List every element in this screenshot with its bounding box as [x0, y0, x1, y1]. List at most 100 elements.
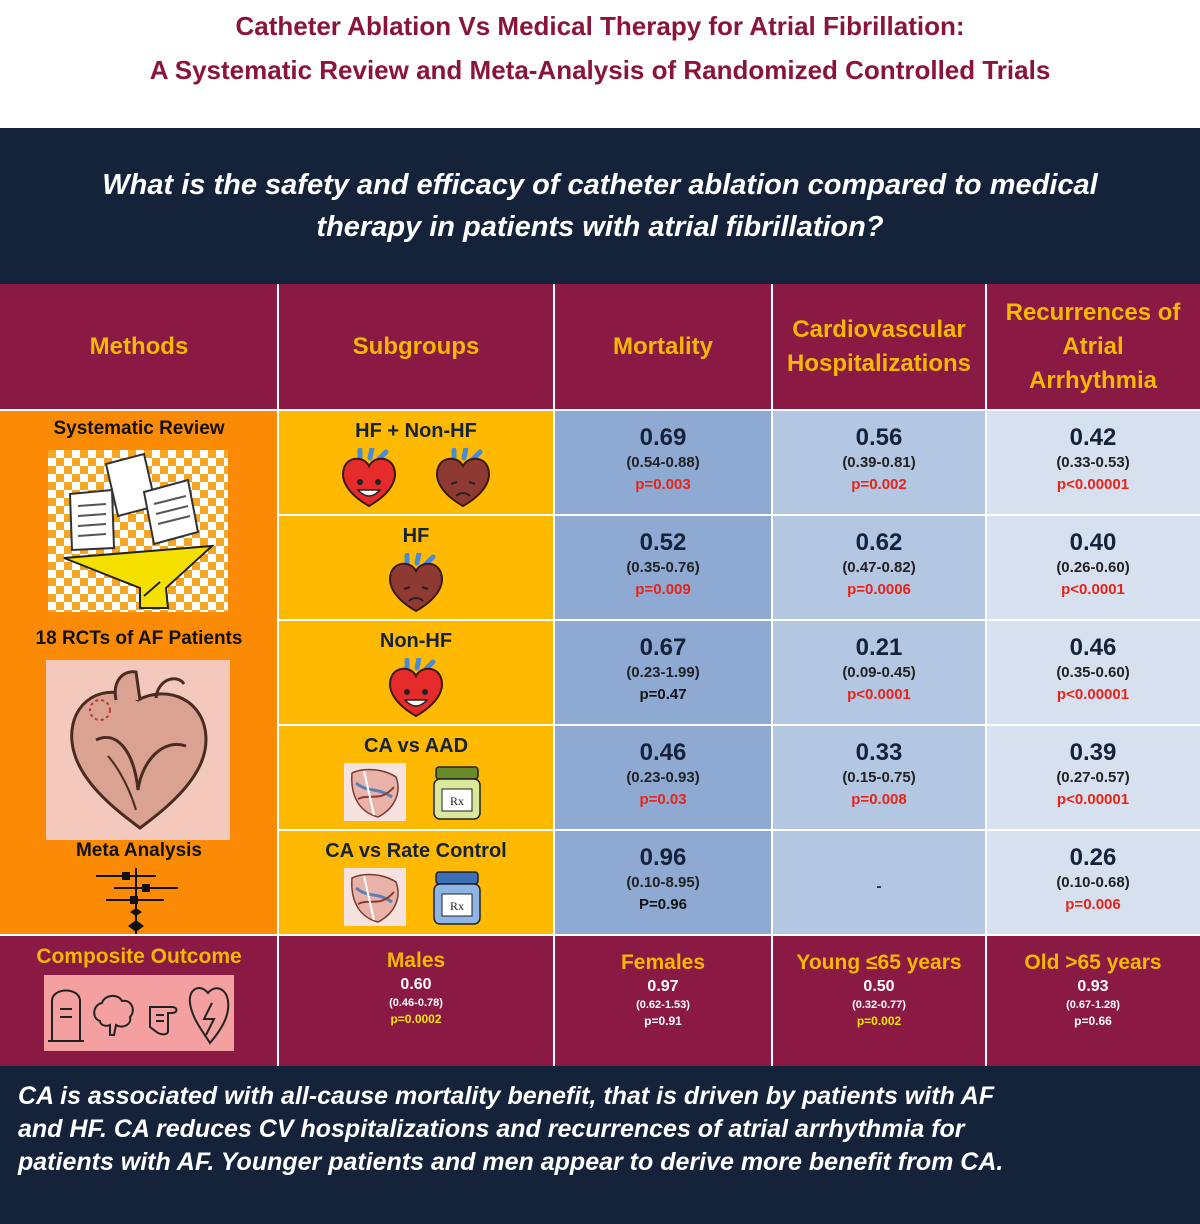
young-p: p=0.002 — [856, 1014, 902, 1028]
estimate-value: 0.62 — [855, 529, 903, 556]
subgroup-icons — [278, 448, 554, 510]
question-line-2: therapy in patients with atrial fibrilla… — [316, 211, 884, 243]
header-rec-line-3: Arrhythmia — [1028, 367, 1158, 394]
header-rec-line-1: Recurrences of — [1005, 299, 1181, 326]
header-mortality: Mortality — [554, 284, 772, 410]
p-value: p=0.003 — [635, 476, 691, 493]
cv-cell: 0.33 (0.15-0.75) p=0.008 — [772, 725, 986, 830]
p-value: p<0.00001 — [1056, 476, 1130, 493]
p-value: p=0.008 — [851, 791, 907, 808]
heart-anatomy-icon — [46, 660, 230, 840]
estimate-value: 0.39 — [1069, 739, 1117, 766]
header-recurrences: Recurrences of Atrial Arrhythmia — [986, 284, 1200, 410]
row-divider — [278, 619, 1200, 621]
happy-heart-icon — [389, 658, 443, 718]
confidence-interval: (0.26-0.60) — [1056, 559, 1130, 576]
composite-old: Old >65 years 0.93 (0.67-1.28) p=0.66 — [986, 935, 1200, 1066]
confidence-interval: (0.23-0.93) — [626, 769, 700, 786]
subgroup-label: CA vs Rate Control — [325, 840, 507, 862]
males-value: 0.60 — [400, 976, 432, 993]
divider — [0, 934, 1200, 936]
header-cv-line-2: Hospitalizations — [786, 350, 972, 377]
confidence-interval: (0.15-0.75) — [842, 769, 916, 786]
rate-control-drug-jar-icon: Rx — [433, 871, 481, 925]
estimate-value: 0.69 — [639, 424, 687, 451]
estimate-value: 0.46 — [1069, 634, 1117, 661]
subgroup-label: HF — [402, 525, 430, 547]
row-divider — [278, 514, 1200, 516]
happy-heart-icon — [342, 448, 396, 508]
p-value: p=0.009 — [635, 581, 691, 598]
row-divider — [278, 829, 1200, 831]
composite-outcome-icons — [44, 975, 234, 1051]
divider — [277, 284, 279, 1066]
subgroup-cell: Non-HF — [278, 620, 554, 725]
rec-cell: 0.39 (0.27-0.57) p<0.00001 — [986, 725, 1200, 830]
methods-column: Systematic Review 18 RCTs of AF Patients — [0, 410, 278, 935]
systematic-review-funnel-icon — [48, 450, 228, 612]
estimate-value: 0.42 — [1069, 424, 1117, 451]
estimate-value: 0.96 — [639, 844, 687, 871]
question-banner: What is the safety and efficacy of cathe… — [0, 128, 1200, 284]
subgroup-icons — [278, 658, 554, 720]
methods-systematic-review: Systematic Review — [53, 418, 225, 439]
composite-young: Young ≤65 years 0.50 (0.32-0.77) p=0.002 — [772, 935, 986, 1066]
methods-rcts: 18 RCTs of AF Patients — [35, 628, 243, 649]
confidence-interval: (0.39-0.81) — [842, 454, 916, 471]
p-value: p=0.002 — [851, 476, 907, 493]
subgroup-cell: CA vs Rate Control Rx — [278, 830, 554, 935]
subgroup-icons — [278, 553, 554, 615]
divider — [553, 284, 555, 1066]
confidence-interval: (0.35-0.76) — [626, 559, 700, 576]
p-value: p=0.03 — [639, 791, 687, 808]
rec-cell: 0.42 (0.33-0.53) p<0.00001 — [986, 410, 1200, 515]
conclusion-line-2: and HF. CA reduces CV hospitalizations a… — [18, 1115, 965, 1143]
estimate-value: 0.46 — [639, 739, 687, 766]
conclusion-line-1: CA is associated with all-cause mortalit… — [18, 1082, 995, 1110]
young-label: Young ≤65 years — [796, 951, 962, 974]
mortality-cell: 0.52 (0.35-0.76) p=0.009 — [554, 515, 772, 620]
females-label: Females — [620, 951, 706, 974]
methods-meta-analysis: Meta Analysis — [75, 840, 202, 861]
confidence-interval: (0.10-0.68) — [1056, 874, 1130, 891]
page-title: Catheter Ablation Vs Medical Therapy for… — [0, 4, 1200, 92]
confidence-interval: (0.35-0.60) — [1056, 664, 1130, 681]
antiarrhythmic-drug-jar-icon: Rx — [433, 766, 481, 820]
row-divider — [278, 724, 1200, 726]
cv-cell: - — [772, 830, 986, 935]
confidence-interval: (0.09-0.45) — [842, 664, 916, 681]
header-methods: Methods — [0, 284, 278, 410]
confidence-interval: (0.10-8.95) — [626, 874, 700, 891]
old-ci: (0.67-1.28) — [1066, 999, 1120, 1011]
header-cv-line-1: Cardiovascular — [792, 316, 966, 343]
title-line-1: Catheter Ablation Vs Medical Therapy for… — [235, 11, 965, 41]
title-line-2: A Systematic Review and Meta-Analysis of… — [149, 55, 1051, 85]
mortality-cell: 0.46 (0.23-0.93) p=0.03 — [554, 725, 772, 830]
subgroup-cell: HF — [278, 515, 554, 620]
estimate-value: 0.21 — [855, 634, 903, 661]
p-value: p<0.00001 — [1056, 686, 1130, 703]
header-subgroups-label: Subgroups — [352, 333, 480, 360]
confidence-interval: (0.47-0.82) — [842, 559, 916, 576]
subgroup-label: Non-HF — [379, 630, 453, 652]
subgroup-label: CA vs AAD — [363, 735, 469, 757]
rec-cell: 0.46 (0.35-0.60) p<0.00001 — [986, 620, 1200, 725]
composite-females: Females 0.97 (0.62-1.53) p=0.91 — [554, 935, 772, 1066]
cv-cell: 0.21 (0.09-0.45) p<0.0001 — [772, 620, 986, 725]
confidence-interval: (0.54-0.88) — [626, 454, 700, 471]
composite-males: Males 0.60 (0.46-0.78) p=0.0002 — [278, 935, 554, 1066]
estimate-value: 0.26 — [1069, 844, 1117, 871]
old-value: 0.93 — [1077, 978, 1109, 995]
mortality-cell: 0.67 (0.23-1.99) p=0.47 — [554, 620, 772, 725]
header-cv-hospitalizations: Cardiovascular Hospitalizations — [772, 284, 986, 410]
estimate-value: 0.67 — [639, 634, 687, 661]
subgroup-icons: Rx — [278, 763, 554, 821]
forest-plot-icon — [96, 868, 178, 934]
estimate-value: 0.40 — [1069, 529, 1117, 556]
cv-cell: 0.62 (0.47-0.82) p=0.0006 — [772, 515, 986, 620]
p-value: p<0.00001 — [1056, 791, 1130, 808]
young-ci: (0.32-0.77) — [852, 999, 906, 1011]
conclusion-banner: CA is associated with all-cause mortalit… — [0, 1066, 1200, 1224]
divider — [771, 284, 773, 1066]
catheter-ablation-icon — [344, 763, 406, 821]
